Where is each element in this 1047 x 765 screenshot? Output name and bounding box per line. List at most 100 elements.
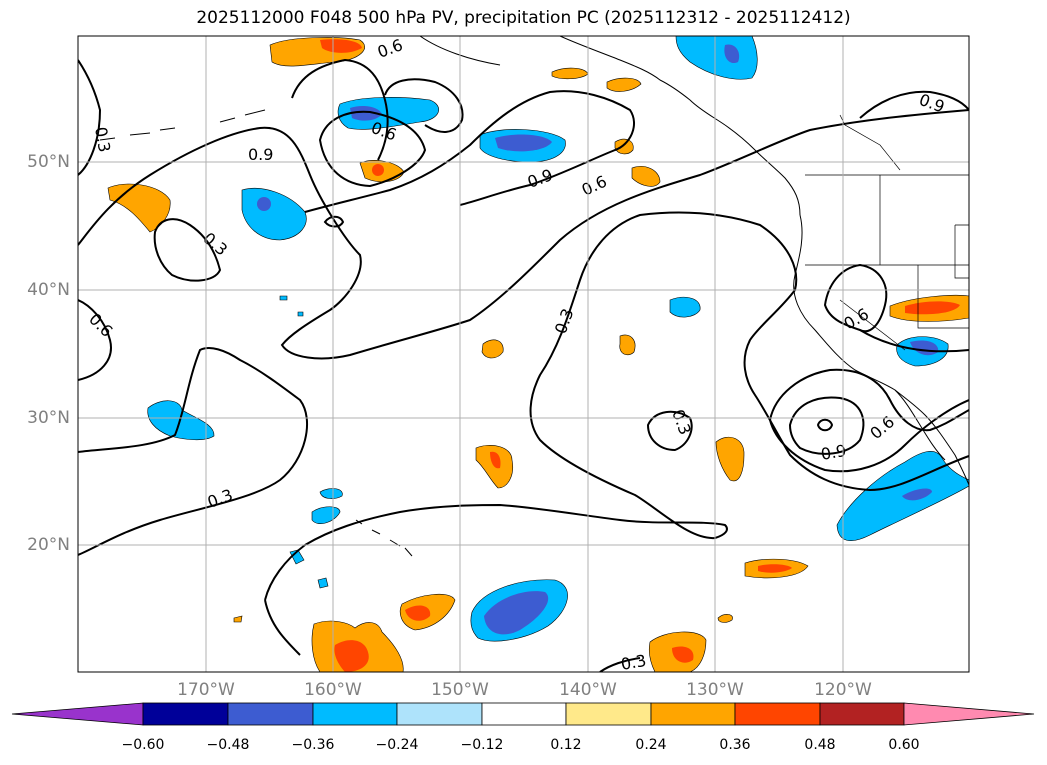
precip-positive-regions [107, 37, 969, 672]
aleutian-islands [99, 109, 266, 141]
lon-label-120w: 120°W [814, 680, 872, 700]
precip-pos-core [405, 605, 431, 621]
gridlines [78, 36, 969, 672]
pv-contour [78, 109, 969, 360]
precip-pos-region [619, 334, 636, 356]
precip-pos-region [717, 614, 733, 623]
precip-pos-region [606, 77, 642, 92]
hawaii-islands [355, 519, 413, 557]
precip-neg-core [484, 591, 549, 635]
pv-contour [264, 503, 728, 601]
pv-contour [859, 90, 969, 119]
contour-label: 0.6 [85, 309, 116, 340]
precip-neg-core [350, 106, 382, 121]
precip-pos-region [551, 67, 589, 80]
precip-pos-core [490, 451, 501, 469]
contour-label: 0.3 [551, 306, 578, 336]
map-title: 2025112000 F048 500 hPa PV, precipitatio… [196, 8, 851, 28]
pv-contour [291, 58, 389, 161]
colorbar-tick: −0.36 [291, 737, 335, 753]
precip-pos-core [334, 640, 369, 672]
canada-coast [724, 124, 801, 216]
coastlines [99, 36, 969, 557]
contour-label: 0.3 [91, 125, 114, 153]
contour-label: 0.3 [619, 651, 647, 674]
precip-neg-region [669, 297, 701, 318]
precip-neg-core [495, 134, 552, 152]
colorbar-swatch [396, 702, 483, 726]
colorbar-swatch [565, 702, 652, 726]
precip-neg-region [319, 488, 343, 499]
precip-pos-core [758, 564, 792, 573]
contour-label: 0.6 [866, 412, 898, 443]
colorbar-swatch [481, 702, 567, 726]
pv-contour [599, 657, 641, 672]
colorbar-tick: −0.60 [121, 737, 165, 753]
colorbar-swatch [819, 702, 905, 726]
precip-neg-region [297, 311, 304, 317]
precip-pos-region [475, 445, 513, 489]
precip-pos-core [905, 301, 960, 315]
lon-label-170w: 170°W [177, 680, 235, 700]
colorbar-tick: −0.48 [206, 737, 250, 753]
colorbar-swatch [227, 702, 314, 726]
lon-label-160w: 160°W [304, 680, 362, 700]
colorbar-tick: 0.36 [719, 737, 751, 753]
colorbar-tick: 0.48 [804, 737, 836, 753]
colorbar-tick: −0.24 [375, 737, 419, 753]
precip-neg-core [902, 488, 932, 501]
pv-contour [529, 211, 969, 540]
colorbar-swatch [650, 702, 736, 726]
lat-label-30n: 30°N [27, 408, 70, 428]
precip-pos-region [631, 166, 661, 187]
precip-neg-region [279, 295, 288, 301]
pv-contour [318, 110, 427, 188]
colorbar-tick: −0.12 [460, 737, 504, 753]
usa-west-coast [793, 214, 969, 486]
colorbar-tick: 0.12 [550, 737, 582, 753]
colorbar-swatch [312, 702, 398, 726]
pv-contour [304, 90, 635, 213]
pv-contour [823, 263, 888, 333]
contour-label: 0.6 [375, 35, 405, 62]
lon-label-130w: 130°W [686, 680, 744, 700]
precip-neg-region [337, 97, 439, 130]
precip-pos-region [107, 183, 171, 233]
colorbar-extend-low [11, 702, 144, 726]
colorbar-swatch [734, 702, 821, 726]
map-frame [77, 35, 970, 673]
pv-contour [788, 396, 865, 455]
precip-neg-core [257, 197, 271, 211]
baja-coast [894, 389, 946, 461]
precip-neg-region [675, 36, 758, 80]
precip-neg-region [311, 506, 341, 524]
precip-pos-region [233, 615, 243, 623]
colorbar [11, 702, 1035, 726]
colorbar-swatch [142, 702, 229, 726]
lat-label-40n: 40°N [27, 280, 70, 300]
pv-contour [816, 418, 834, 432]
precip-negative-regions [147, 36, 969, 642]
precip-pos-region [481, 339, 504, 359]
contour-label: 0.6 [579, 172, 610, 200]
pv-contour [769, 399, 969, 473]
contour-label: 0.6 [841, 304, 873, 333]
precip-pos-core [372, 164, 384, 176]
colorbar-tick: 0.60 [888, 737, 920, 753]
pv-contour [78, 59, 102, 176]
precip-neg-core [724, 44, 740, 64]
pv-contour [153, 218, 222, 282]
pv-contour [769, 368, 969, 432]
contour-label: 0.3 [205, 485, 235, 512]
pv-contour [78, 299, 112, 381]
contour-label: 0.9 [525, 165, 555, 192]
pv-contour [384, 78, 464, 133]
alaska-coast [419, 36, 726, 126]
contour-label: 0.9 [819, 441, 847, 464]
lat-label-50n: 50°N [27, 152, 70, 172]
lon-label-150w: 150°W [431, 680, 489, 700]
pv-contour [78, 347, 309, 556]
state-borders [805, 175, 969, 351]
precip-neg-region [241, 187, 307, 241]
